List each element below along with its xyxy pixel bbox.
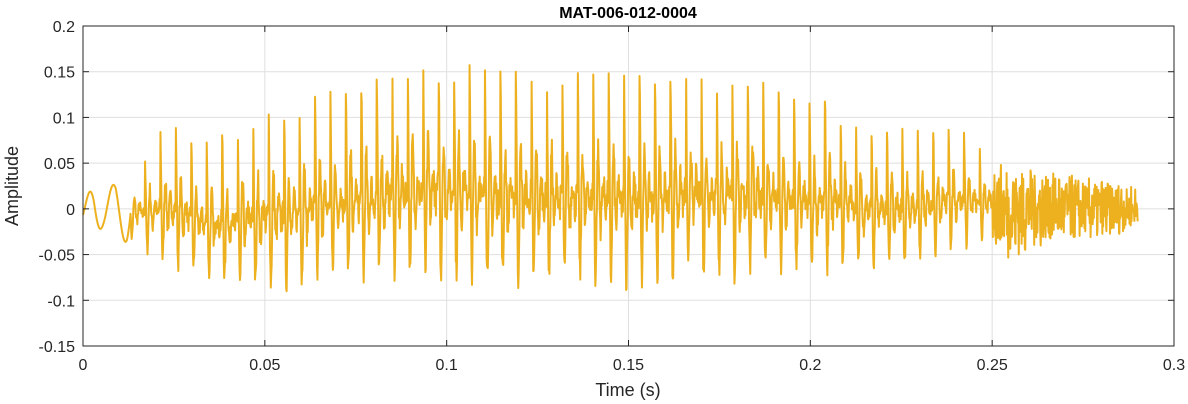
x-tick-label: 0.05 xyxy=(249,357,280,374)
x-tick-label: 0.3 xyxy=(1163,357,1185,374)
y-axis-label: Amplitude xyxy=(2,146,22,226)
x-tick-label: 0.2 xyxy=(799,357,821,374)
series-layer xyxy=(82,64,1139,293)
y-tick-label: 0.05 xyxy=(44,156,75,173)
x-tick-label: 0.15 xyxy=(613,357,644,374)
y-tick-label: 0.2 xyxy=(53,19,75,36)
y-tick-label: -0.15 xyxy=(39,339,76,356)
x-tick-label: 0.1 xyxy=(436,357,458,374)
waveform-line xyxy=(82,64,1139,293)
x-axis-label: Time (s) xyxy=(595,380,660,400)
y-tick-label: -0.1 xyxy=(47,293,75,310)
y-tick-label: 0 xyxy=(66,202,75,219)
y-tick-label: 0.15 xyxy=(44,65,75,82)
x-tick-label: 0 xyxy=(79,357,88,374)
chart-title: MAT-006-012-0004 xyxy=(559,5,697,22)
ticks xyxy=(82,25,1175,347)
x-tick-labels: 0 0.05 0.1 0.15 0.2 0.25 0.3 xyxy=(79,357,1186,374)
y-tick-label: 0.1 xyxy=(53,110,75,127)
x-tick-label: 0.25 xyxy=(977,357,1008,374)
y-tick-label: -0.05 xyxy=(39,248,76,265)
y-tick-labels: -0.15 -0.1 -0.05 0 0.05 0.1 0.15 0.2 xyxy=(39,19,76,356)
